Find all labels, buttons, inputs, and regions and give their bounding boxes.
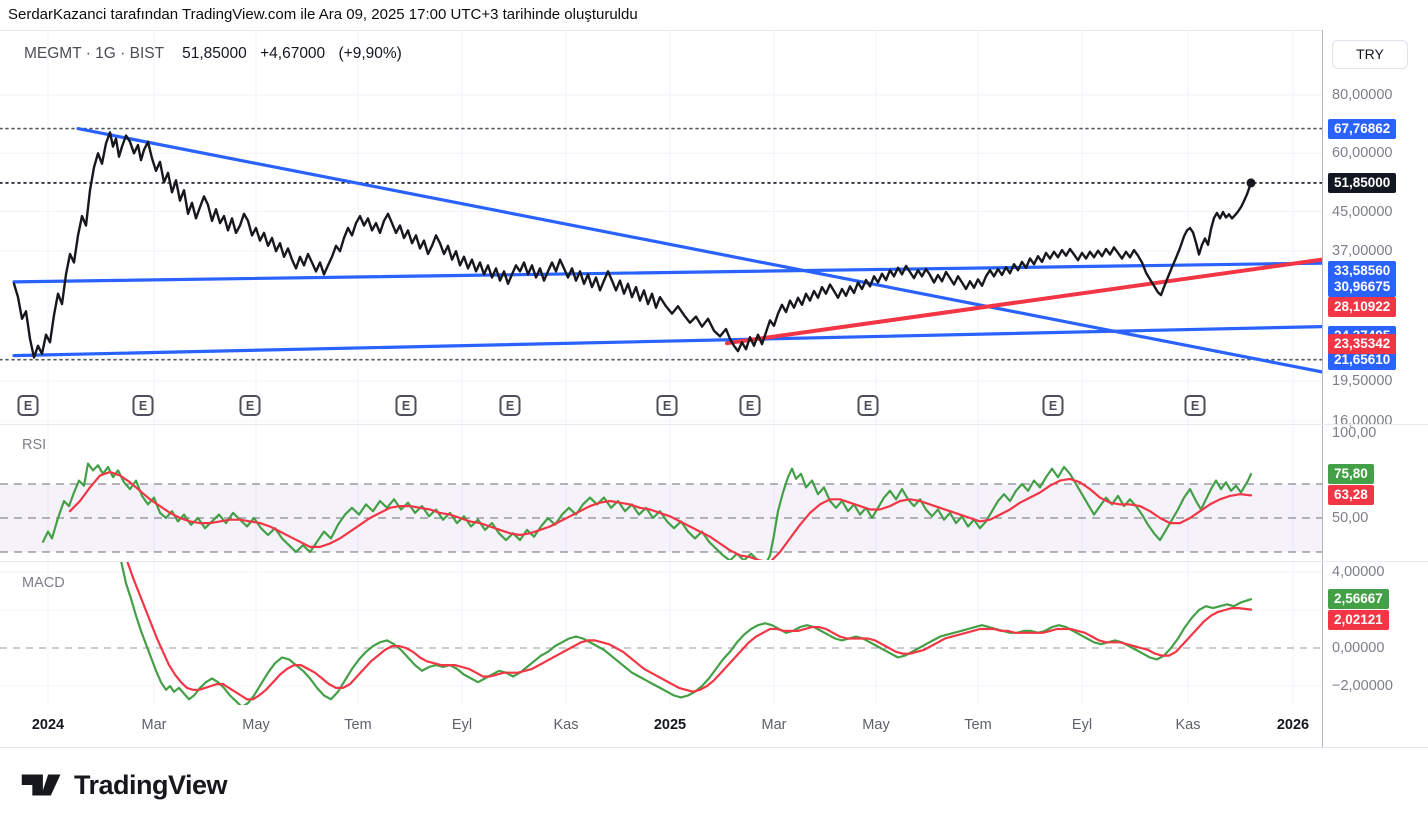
price-scale-label: 100,00	[1332, 425, 1377, 441]
price-scale-label: 0,00000	[1332, 640, 1385, 656]
blue-price-badge: 33,58560	[1328, 260, 1397, 281]
earnings-marker[interactable]: E	[739, 395, 761, 416]
time-axis-label: 2026	[1276, 717, 1310, 733]
green-price-badge: 75,80	[1328, 464, 1374, 485]
earnings-marker[interactable]: E	[656, 395, 678, 416]
chart-bottom-border	[0, 747, 1428, 748]
time-axis-label: Eyl	[451, 717, 473, 733]
time-axis-label: 2025	[653, 717, 687, 733]
time-axis-label: Mar	[141, 717, 167, 733]
symbol-title: MEGMT · 1G · BIST	[24, 45, 164, 62]
rsi-pane[interactable]	[0, 462, 1322, 566]
macd-pane[interactable]	[0, 561, 1322, 707]
price-scale-label: 4,00000	[1332, 564, 1385, 580]
time-axis-label: Mar	[761, 717, 787, 733]
red-price-badge: 28,10922	[1328, 296, 1397, 317]
price-scale-label: 50,00	[1332, 510, 1369, 526]
earnings-marker[interactable]: E	[239, 395, 261, 416]
red-price-badge: 2,02121	[1328, 610, 1389, 631]
pane-separator-rsi[interactable]	[0, 424, 1428, 425]
earnings-marker[interactable]: E	[395, 395, 417, 416]
tradingview-logo-icon	[21, 774, 61, 796]
earnings-marker[interactable]: E	[499, 395, 521, 416]
price-change-percent: (+9,90%)	[338, 45, 402, 62]
time-axis-label: May	[862, 717, 890, 733]
earnings-marker[interactable]: E	[1184, 395, 1206, 416]
price-scale-label: 37,00000	[1332, 243, 1393, 260]
time-axis-label: Eyl	[1071, 717, 1093, 733]
price-change: +4,67000	[260, 45, 326, 62]
price-scale-label: 19,50000	[1332, 372, 1393, 389]
time-axis[interactable]: 2024 Mar May Tem Eyl Kas 2025 Mar May Tem Eyl Kas 20…	[0, 706, 1322, 747]
tradingview-logo-text: TradingView	[74, 769, 228, 800]
black-price-badge: 51,85000	[1328, 172, 1397, 193]
red-price-badge: 23,35342	[1328, 334, 1397, 355]
time-axis-label: Kas	[553, 717, 579, 733]
blue-price-badge: 30,96675	[1328, 277, 1397, 298]
rsi-pane-label: RSI	[22, 437, 47, 453]
earnings-marker[interactable]: E	[857, 395, 879, 416]
time-axis-label: Kas	[1175, 717, 1201, 733]
price-axis[interactable]: TRY 80,00000 60,00000 45,00000 37,00000 19,5…	[1322, 30, 1428, 747]
time-axis-label: Tem	[344, 717, 372, 733]
price-scale-label: 60,00000	[1332, 145, 1393, 162]
earnings-marker[interactable]: E	[132, 395, 154, 416]
time-axis-label: 2024	[31, 717, 65, 733]
earnings-marker[interactable]: E	[17, 395, 39, 416]
pane-separator-macd[interactable]	[0, 561, 1428, 562]
price-pane[interactable]	[0, 127, 1322, 374]
price-scale-label: 80,00000	[1332, 87, 1393, 103]
header-separator	[0, 30, 1428, 31]
time-axis-label: May	[242, 717, 270, 733]
last-price: 51,85000	[182, 45, 247, 62]
green-price-badge: 2,56667	[1328, 589, 1389, 610]
price-scale-label: 16,00000	[1332, 413, 1393, 430]
price-scale-label: −2,00000	[1332, 678, 1393, 694]
blue-price-badge: 21,65610	[1328, 349, 1397, 370]
price-scale-label: 45,00000	[1332, 203, 1393, 220]
time-axis-label: Tem	[964, 717, 992, 733]
red-price-badge: 63,28	[1328, 485, 1374, 506]
earnings-marker[interactable]: E	[1042, 395, 1064, 416]
attribution-bar: SerdarKazanci tarafından TradingView.com…	[0, 0, 1428, 30]
blue-price-badge: 67,76862	[1328, 118, 1397, 139]
tradingview-logo[interactable]: TradingView	[20, 765, 228, 805]
currency-toggle-button[interactable]: TRY	[1332, 40, 1408, 69]
symbol-legend: MEGMT · 1G · BIST 51,85000 +4,67000 (+9,…	[24, 45, 402, 63]
macd-pane-label: MACD	[22, 575, 65, 591]
gridlines	[0, 31, 1322, 705]
